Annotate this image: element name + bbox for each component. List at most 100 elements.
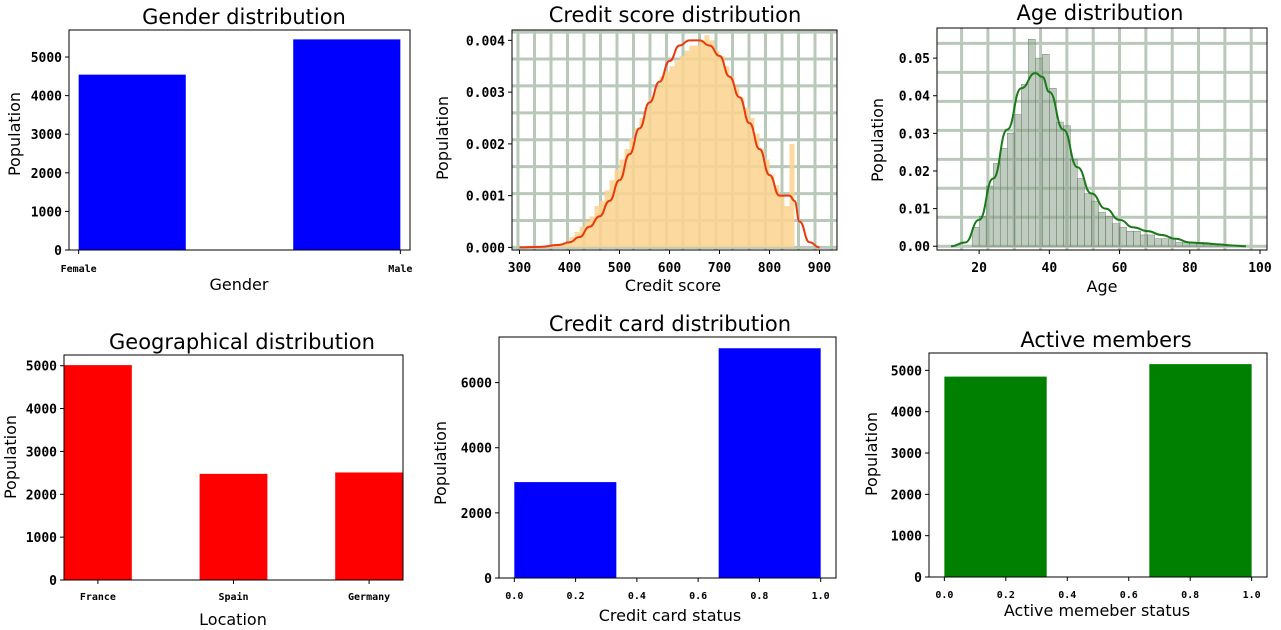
x-tick-label: 60 — [1112, 261, 1128, 276]
chart-title: Gender distribution — [142, 5, 346, 29]
hist-bar — [719, 55, 725, 248]
x-axis-label: Gender — [210, 275, 269, 294]
bar-france — [64, 365, 132, 580]
plot-area: 0.0 0.2 0.4 0.6 0.8 1.0 0 2000 4000 6000 — [461, 336, 837, 602]
bar-spain — [199, 473, 268, 580]
x-tick-label: 1.0 — [1243, 590, 1261, 601]
y-tick-label: 5000 — [31, 51, 62, 66]
x-tick-label: 400 — [558, 261, 582, 276]
hist-bar — [1126, 230, 1134, 247]
x-tick-label: 0.2 — [567, 591, 585, 602]
x-tick-label: 0.6 — [689, 591, 707, 602]
y-tick-label: 2000 — [31, 167, 62, 182]
bar-female — [78, 74, 186, 250]
hist-bar — [649, 97, 655, 248]
hist-bar — [1091, 200, 1099, 247]
y-axis-label: Population — [433, 96, 452, 180]
y-tick-label: 2000 — [26, 488, 57, 503]
x-tick-label: 900 — [808, 261, 832, 276]
y-tick-label: 6000 — [461, 377, 492, 392]
x-tick-label: 0.2 — [997, 590, 1015, 601]
x-tick-label: 0.0 — [505, 591, 523, 602]
bar-0 — [944, 376, 1047, 577]
hist-bar — [1147, 234, 1155, 247]
age-distribution-chart: Age distribution Age Population 20 40 60 80… — [868, 1, 1272, 296]
x-tick-label: 0.4 — [1058, 590, 1076, 601]
x-tick-label: 0.8 — [750, 591, 768, 602]
hist-bar — [729, 76, 735, 248]
y-axis-label: Population — [431, 421, 450, 505]
y-axis-label: Population — [1, 415, 20, 499]
y-tick-label: 0 — [54, 244, 62, 259]
hist-bar — [674, 61, 680, 248]
x-tick-label: 0.8 — [1181, 590, 1199, 601]
hist-bar — [749, 118, 755, 248]
plot-area: Female Male 0 1000 2000 3000 4000 5000 — [31, 29, 412, 275]
y-axis-label: Population — [5, 92, 24, 176]
hist-bar — [1028, 39, 1036, 247]
plot-area: 300 400 500 600 700 800 900 0.000 0.001 0.002 0.00… — [466, 29, 838, 276]
hist-bar — [679, 55, 685, 248]
bar-germany — [335, 472, 403, 580]
hist-bar — [664, 71, 670, 248]
geographical-distribution-chart: Geographical distribution Location Popul… — [1, 330, 404, 629]
hist-bar — [999, 148, 1008, 247]
bar-1 — [718, 348, 821, 578]
hist-bar — [669, 66, 675, 248]
x-tick-label: Female — [61, 264, 97, 275]
kde-line — [950, 72, 1246, 248]
x-tick-label: Germany — [348, 592, 390, 603]
active-members-chart: Active members Active memeber status Pop… — [862, 328, 1268, 620]
y-tick-label: 0 — [49, 574, 57, 589]
hist-bar — [614, 169, 620, 248]
hist-bar — [1175, 242, 1183, 247]
y-tick-label: 0.02 — [899, 165, 930, 180]
x-tick-label: Spain — [218, 591, 248, 603]
x-axis-label: Active memeber status — [1004, 601, 1190, 620]
x-axis-label: Age — [1087, 277, 1118, 296]
y-tick-label: 4000 — [26, 403, 57, 418]
axes-frame — [511, 29, 838, 251]
x-axis-label: Credit card status — [599, 606, 742, 625]
plot-area: 20 40 60 80 100 0.00 0.01 0.02 0.03 0.04 0.05 — [899, 27, 1272, 276]
y-tick-label: 0.03 — [899, 127, 930, 142]
hist-bar — [1084, 193, 1092, 247]
y-tick-label: 3000 — [891, 447, 922, 462]
hist-bar — [594, 206, 600, 248]
axes-frame — [928, 352, 1268, 578]
hist-bar — [734, 86, 740, 248]
hist-bar — [739, 97, 745, 248]
hist-bar — [704, 35, 710, 248]
hist-bar — [634, 128, 640, 248]
axes-frame — [498, 336, 837, 579]
x-tick-label: France — [80, 592, 116, 603]
hist-bar — [654, 86, 660, 248]
x-tick-label: 100 — [1248, 261, 1272, 276]
y-tick-label: 4000 — [31, 90, 62, 105]
x-tick-label: 1.0 — [812, 591, 830, 602]
credit-card-distribution-chart: Credit card distribution Credit card sta… — [431, 312, 837, 625]
hist-bar — [1133, 230, 1141, 247]
hist-bar — [759, 149, 765, 248]
hist-bar — [1049, 88, 1057, 247]
hist-bar — [1140, 234, 1148, 247]
x-tick-label: 700 — [708, 261, 732, 276]
hist-bar — [724, 66, 730, 248]
y-tick-label: 2000 — [891, 488, 922, 503]
credit-score-distribution-chart: Credit score distribution Credit score P… — [433, 3, 838, 295]
y-tick-label: 0.04 — [899, 90, 930, 105]
hist-bar — [639, 118, 645, 248]
axes-frame — [936, 27, 1268, 251]
y-axis-label: Population — [868, 98, 887, 182]
hist-bar — [624, 149, 630, 248]
hist-bar — [619, 159, 625, 248]
chart-title: Active members — [1020, 328, 1191, 352]
bar-0 — [514, 482, 617, 578]
y-tick-label: 0.002 — [466, 138, 505, 153]
y-tick-label: 3000 — [26, 445, 57, 460]
x-tick-label: 80 — [1182, 261, 1198, 276]
y-tick-label: 5000 — [26, 360, 57, 375]
hist-bar — [1168, 238, 1176, 247]
hist-bar — [564, 242, 570, 248]
